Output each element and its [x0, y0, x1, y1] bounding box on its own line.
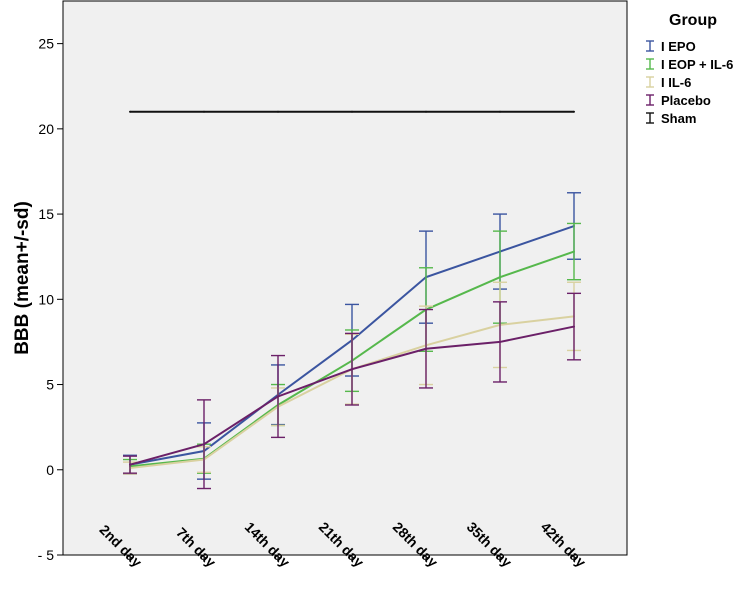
data-point [129, 463, 131, 466]
y-tick-label: - 5 [38, 547, 55, 563]
legend: Group I EPO I EOP + IL-6 I IL-6 Placebo Sham [646, 12, 733, 126]
legend-item: I EPO [646, 39, 696, 54]
legend-item: Sham [646, 111, 696, 126]
data-point [203, 110, 205, 113]
y-tick-label: 20 [38, 121, 54, 137]
legend-item: I EOP + IL-6 [646, 57, 733, 72]
data-point [203, 443, 205, 446]
data-point [499, 110, 501, 113]
data-point [425, 347, 427, 350]
y-tick-label: 15 [38, 206, 54, 222]
data-point [499, 276, 501, 279]
series-sham [129, 110, 575, 113]
y-axis-label: BBB (mean+/-sd) [12, 201, 33, 355]
series-placebo [123, 292, 581, 490]
y-tick-label: 10 [38, 291, 54, 307]
data-point [573, 250, 575, 253]
legend-label: I IL-6 [661, 75, 691, 90]
series-layer [123, 110, 581, 490]
plot-area [62, 0, 628, 556]
legend-item: Placebo [646, 93, 711, 108]
data-point [425, 110, 427, 113]
legend-label: Sham [661, 111, 696, 126]
data-point [277, 395, 279, 398]
y-tick-label: 0 [46, 462, 54, 478]
data-point [499, 340, 501, 343]
legend-title: Group [669, 12, 717, 29]
legend-item: I IL-6 [646, 75, 691, 90]
data-point [351, 110, 353, 113]
y-tick-label: 5 [46, 377, 54, 393]
data-point [351, 368, 353, 371]
y-tick-label: 25 [38, 36, 54, 52]
data-point [573, 110, 575, 113]
data-point [129, 110, 131, 113]
legend-label: I EOP + IL-6 [661, 57, 733, 72]
data-point [573, 325, 575, 328]
legend-label: I EPO [661, 39, 696, 54]
data-point [277, 110, 279, 113]
y-axis: - 5 0 5 10 15 20 25 [38, 36, 63, 563]
legend-label: Placebo [661, 93, 711, 108]
